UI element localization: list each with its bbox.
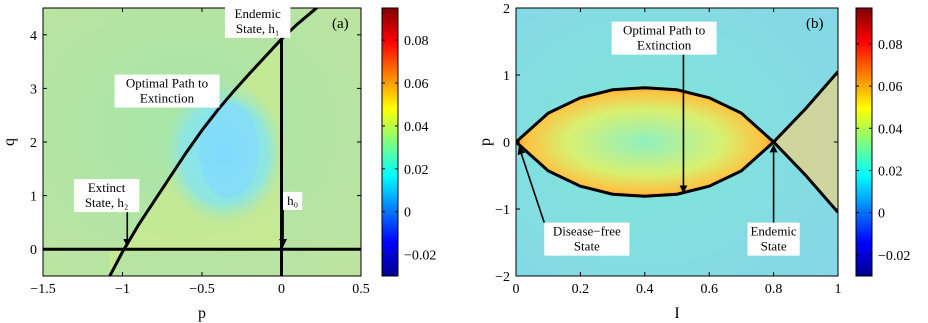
x-tick-label: 0 xyxy=(278,282,285,297)
panel-a-label: (a) xyxy=(332,16,349,32)
y-tick-label: 2 xyxy=(30,136,37,151)
y-tick-label: 1 xyxy=(503,69,510,84)
panel-b-xlabel: I xyxy=(674,305,679,322)
panel-b-ylabel: p xyxy=(477,138,494,146)
x-tick-label: −1 xyxy=(115,282,130,297)
annotation-box xyxy=(224,4,291,38)
colorbar-tick-label: 0.06 xyxy=(404,77,429,92)
colorbar-tick-label: 0 xyxy=(878,207,885,222)
annotation-box xyxy=(114,74,220,108)
colorbar-tick-label: 0.04 xyxy=(404,120,429,135)
panel-a-ticks: −1.5 −1 −0.5 0 0.5 0 1 2 3 4 xyxy=(30,8,370,297)
panel-a-heatmap-field xyxy=(109,8,317,276)
x-tick-label: 0.8 xyxy=(765,282,783,297)
colorbar-tick-label: 0 xyxy=(404,206,411,221)
annotation-text: Extinction xyxy=(140,91,195,106)
x-tick-label: 0.6 xyxy=(700,282,718,297)
annotation-text: State, h₁ xyxy=(236,21,280,36)
panel-a-colorbar xyxy=(381,7,399,277)
annotation-text: State, h₂ xyxy=(85,195,129,210)
annotation-box xyxy=(544,222,630,256)
y-tick-label: 0 xyxy=(30,243,37,258)
panel-b-annotations: Optimal Path toExtinctionDisease−freeSta… xyxy=(517,21,800,256)
annotation-box xyxy=(73,179,140,213)
y-tick-label: 2 xyxy=(503,2,510,17)
x-tick-label: 0 xyxy=(513,282,520,297)
annotation-arrow xyxy=(517,146,545,223)
annotation-text: State xyxy=(761,239,787,254)
x-tick-label: −1.5 xyxy=(30,282,55,297)
annotation-box xyxy=(747,222,800,256)
panel-a-curves xyxy=(43,8,361,276)
colorbar-tick-label: 0.08 xyxy=(404,34,429,49)
curve-line xyxy=(516,86,838,214)
colorbar-tick-label: 0.02 xyxy=(878,164,903,179)
panel-b-colorbar-ticks: −0.02 0 0.02 0.04 0.06 0.08 xyxy=(856,38,910,264)
curve-line xyxy=(108,8,319,276)
y-tick-label: −1 xyxy=(495,203,510,218)
lens-region-fill xyxy=(516,87,774,197)
panel-b: 0 0.2 0.4 0.6 0.8 1 −2 −1 0 1 2 I p (b) Optimal Pa… xyxy=(477,2,910,322)
panel-b-curves xyxy=(516,70,838,214)
panel-b-heatmap-field xyxy=(516,71,838,213)
panel-a-ylabel: q xyxy=(1,138,18,146)
x-tick-label: 0.5 xyxy=(352,282,370,297)
colorbar-tick-label: 0.02 xyxy=(404,163,429,178)
colorbar-tick-label: 0.08 xyxy=(878,38,903,53)
low-value-core xyxy=(199,102,260,199)
wedge-region-fill xyxy=(773,71,838,213)
x-tick-label: 0.2 xyxy=(572,282,590,297)
colorbar-tick-label: 0.06 xyxy=(878,80,903,95)
annotation-text: Extinction xyxy=(637,38,692,53)
y-tick-label: 1 xyxy=(30,190,37,205)
annotation-text: h₀ xyxy=(287,193,298,208)
annotation-text: Endemic xyxy=(750,224,796,239)
annotation-text: Extinct xyxy=(88,180,126,195)
curve-line xyxy=(516,70,838,198)
panel-a-xlabel: p xyxy=(198,305,206,322)
annotation-text: Optimal Path to xyxy=(126,76,208,91)
x-tick-label: −0.5 xyxy=(189,282,214,297)
annotation-box xyxy=(283,191,303,210)
colorbar-tick-label: −0.02 xyxy=(404,249,436,264)
y-tick-label: 3 xyxy=(30,82,37,97)
panel-b-label: (b) xyxy=(806,16,824,32)
x-tick-label: 1 xyxy=(835,282,842,297)
colorbar-tick-label: −0.02 xyxy=(878,249,910,264)
y-tick-label: 4 xyxy=(30,29,37,44)
panel-a-colorbar-ticks: −0.02 0 0.02 0.04 0.06 0.08 xyxy=(382,34,436,264)
panel-b-colorbar xyxy=(855,7,873,277)
annotation-text: State xyxy=(574,239,600,254)
colorbar-tick-label: 0.04 xyxy=(878,122,903,137)
y-tick-label: −2 xyxy=(495,270,510,285)
annotation-box xyxy=(611,21,717,55)
panel-b-ticks: 0 0.2 0.4 0.6 0.8 1 −2 −1 0 1 2 xyxy=(495,2,841,297)
annotation-text: Endemic xyxy=(235,6,281,21)
annotation-text: Disease−free xyxy=(553,224,621,239)
x-tick-label: 0.4 xyxy=(636,282,654,297)
y-tick-label: 0 xyxy=(503,136,510,151)
annotation-text: Optimal Path to xyxy=(623,23,705,38)
